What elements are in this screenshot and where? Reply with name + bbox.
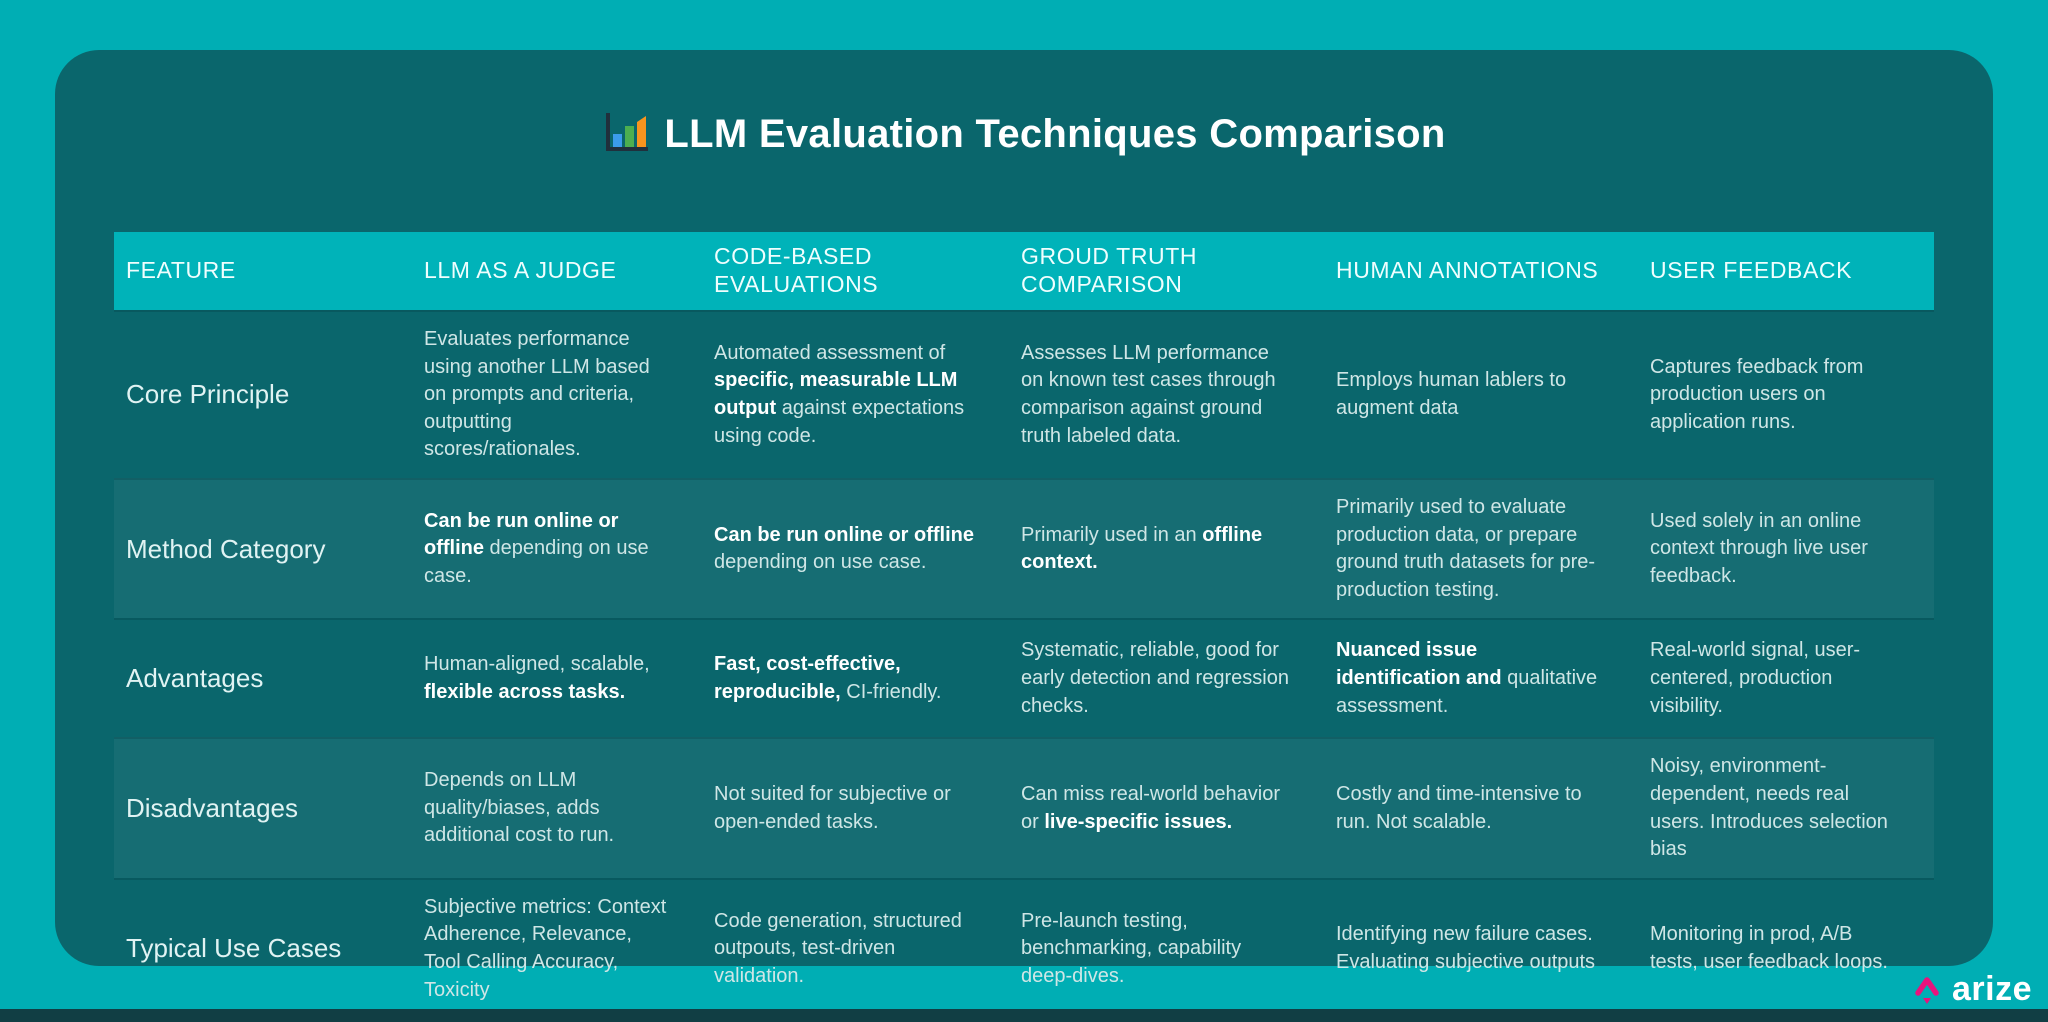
table-cell: Subjective metrics: Context Adherence, R… xyxy=(414,880,704,1018)
table-cell: Costly and time-intensive to run. Not sc… xyxy=(1326,739,1640,877)
table-cell: Captures feedback from production users … xyxy=(1640,312,1934,478)
table-cell: Assesses LLM performance on known test c… xyxy=(1011,312,1326,478)
cell-text: Primarily used in an offline context. xyxy=(1021,523,1263,574)
arize-logo-text: arize xyxy=(1952,970,2032,1008)
table-cell: Nuanced issue identification and qualita… xyxy=(1326,620,1640,737)
table-cell: Fast, cost-effective, reproducible, CI-f… xyxy=(704,620,1011,737)
table-cell: Code generation, structured outpouts, te… xyxy=(704,880,1011,1018)
cell-text: Subjective metrics: Context Adherence, R… xyxy=(424,895,667,1001)
table-cell: Noisy, environment-dependent, needs real… xyxy=(1640,739,1934,877)
feature-cell: Core Principle xyxy=(126,379,290,410)
cell-text: Can be run online or offline depending o… xyxy=(714,523,974,574)
page-title-row: LLM Evaluation Techniques Comparison xyxy=(55,106,1993,162)
cell-text: Automated assessment of specific, measur… xyxy=(714,341,965,447)
cell-text: Real-world signal, user-centered, produc… xyxy=(1650,639,1861,717)
table-row: Advantages Human-aligned, scalable, flexi… xyxy=(114,618,1934,737)
comparison-table: FEATURE LLM AS A JUDGE CODE-BASED EVALUATI… xyxy=(114,232,1934,1018)
cell-text: Not suited for subjective or open-ended … xyxy=(714,782,951,833)
cell-text: Can be run online or offline depending o… xyxy=(424,509,649,587)
column-header: CODE-BASED EVALUATIONS xyxy=(714,243,879,297)
table-cell: Used solely in an online context through… xyxy=(1640,480,1934,618)
cell-text: Primarily used to evaluate production da… xyxy=(1336,495,1596,601)
cell-text: Pre-launch testing, benchmarking, capabi… xyxy=(1021,909,1242,987)
feature-cell: Typical Use Cases xyxy=(126,933,342,964)
table-cell: Depends on LLM quality/biases, adds addi… xyxy=(414,739,704,877)
cell-text: Captures feedback from production users … xyxy=(1650,355,1864,433)
table-cell: Identifying new failure cases. Evaluatin… xyxy=(1326,880,1640,1018)
table-cell: Evaluates performance using another LLM … xyxy=(414,312,704,478)
arize-logo: arize xyxy=(1911,972,2032,1006)
column-header: HUMAN ANNOTATIONS xyxy=(1336,257,1599,284)
column-header: GROUD TRUTH COMPARISON xyxy=(1021,243,1198,297)
bottom-strip xyxy=(0,1009,2048,1022)
table-cell: Can be run online or offline depending o… xyxy=(704,480,1011,618)
table-cell: Primarily used in an offline context. xyxy=(1011,480,1326,618)
cell-text: Code generation, structured outpouts, te… xyxy=(714,909,962,987)
cell-text: Monitoring in prod, A/B tests, user feed… xyxy=(1650,923,1888,973)
column-header: LLM AS A JUDGE xyxy=(424,257,617,284)
table-row: Method Category Can be run online or offl… xyxy=(114,477,1934,619)
table-cell: Automated assessment of specific, measur… xyxy=(704,312,1011,478)
column-header: FEATURE xyxy=(126,257,236,284)
cell-text: Systematic, reliable, good for early det… xyxy=(1021,639,1289,717)
table-cell: Employs human lablers to augment data xyxy=(1326,312,1640,478)
cell-text: Used solely in an online context through… xyxy=(1650,509,1868,587)
table-row: Typical Use Cases Subjective metrics: Con… xyxy=(114,877,1934,1018)
bar-chart-icon xyxy=(602,113,649,155)
table-row: Core Principle Evaluates performance usin… xyxy=(114,310,1934,478)
cell-text: Depends on LLM quality/biases, adds addi… xyxy=(424,769,615,847)
feature-cell: Disadvantages xyxy=(126,793,298,824)
table-cell: Monitoring in prod, A/B tests, user feed… xyxy=(1640,880,1934,1018)
cell-text: Employs human lablers to augment data xyxy=(1336,369,1567,419)
table-cell: Pre-launch testing, benchmarking, capabi… xyxy=(1011,880,1326,1018)
cell-text: Human-aligned, scalable, flexible across… xyxy=(424,653,650,703)
cell-text: Fast, cost-effective, reproducible, CI-f… xyxy=(714,653,942,703)
table-cell: Not suited for subjective or open-ended … xyxy=(704,739,1011,877)
table-cell: Human-aligned, scalable, flexible across… xyxy=(414,620,704,737)
cell-text: Assesses LLM performance on known test c… xyxy=(1021,341,1276,447)
cell-text: Noisy, environment-dependent, needs real… xyxy=(1650,755,1888,861)
arize-logo-icon xyxy=(1911,973,1943,1005)
table-cell: Can miss real-world behavior or live-spe… xyxy=(1011,739,1326,877)
cell-text: Evaluates performance using another LLM … xyxy=(424,328,650,461)
table-row: Disadvantages Depends on LLM quality/bias… xyxy=(114,737,1934,878)
cell-text: Can miss real-world behavior or live-spe… xyxy=(1021,782,1280,833)
table-cell: Primarily used to evaluate production da… xyxy=(1326,480,1640,618)
cell-text: Identifying new failure cases. Evaluatin… xyxy=(1336,923,1596,973)
column-header: USER FEEDBACK xyxy=(1650,257,1853,284)
page-title: LLM Evaluation Techniques Comparison xyxy=(664,111,1446,156)
table-cell: Systematic, reliable, good for early det… xyxy=(1011,620,1326,737)
cell-text: Costly and time-intensive to run. Not sc… xyxy=(1336,782,1582,833)
table-cell: Can be run online or offline depending o… xyxy=(414,480,704,618)
comparison-card: LLM Evaluation Techniques Comparison FEA… xyxy=(55,50,1993,1001)
feature-cell: Advantages xyxy=(126,663,264,694)
table-header-row: FEATURE LLM AS A JUDGE CODE-BASED EVALUATI… xyxy=(114,232,1934,310)
cell-text: Nuanced issue identification and qualita… xyxy=(1336,639,1598,717)
feature-cell: Method Category xyxy=(126,533,326,564)
table-cell: Real-world signal, user-centered, produc… xyxy=(1640,620,1934,737)
